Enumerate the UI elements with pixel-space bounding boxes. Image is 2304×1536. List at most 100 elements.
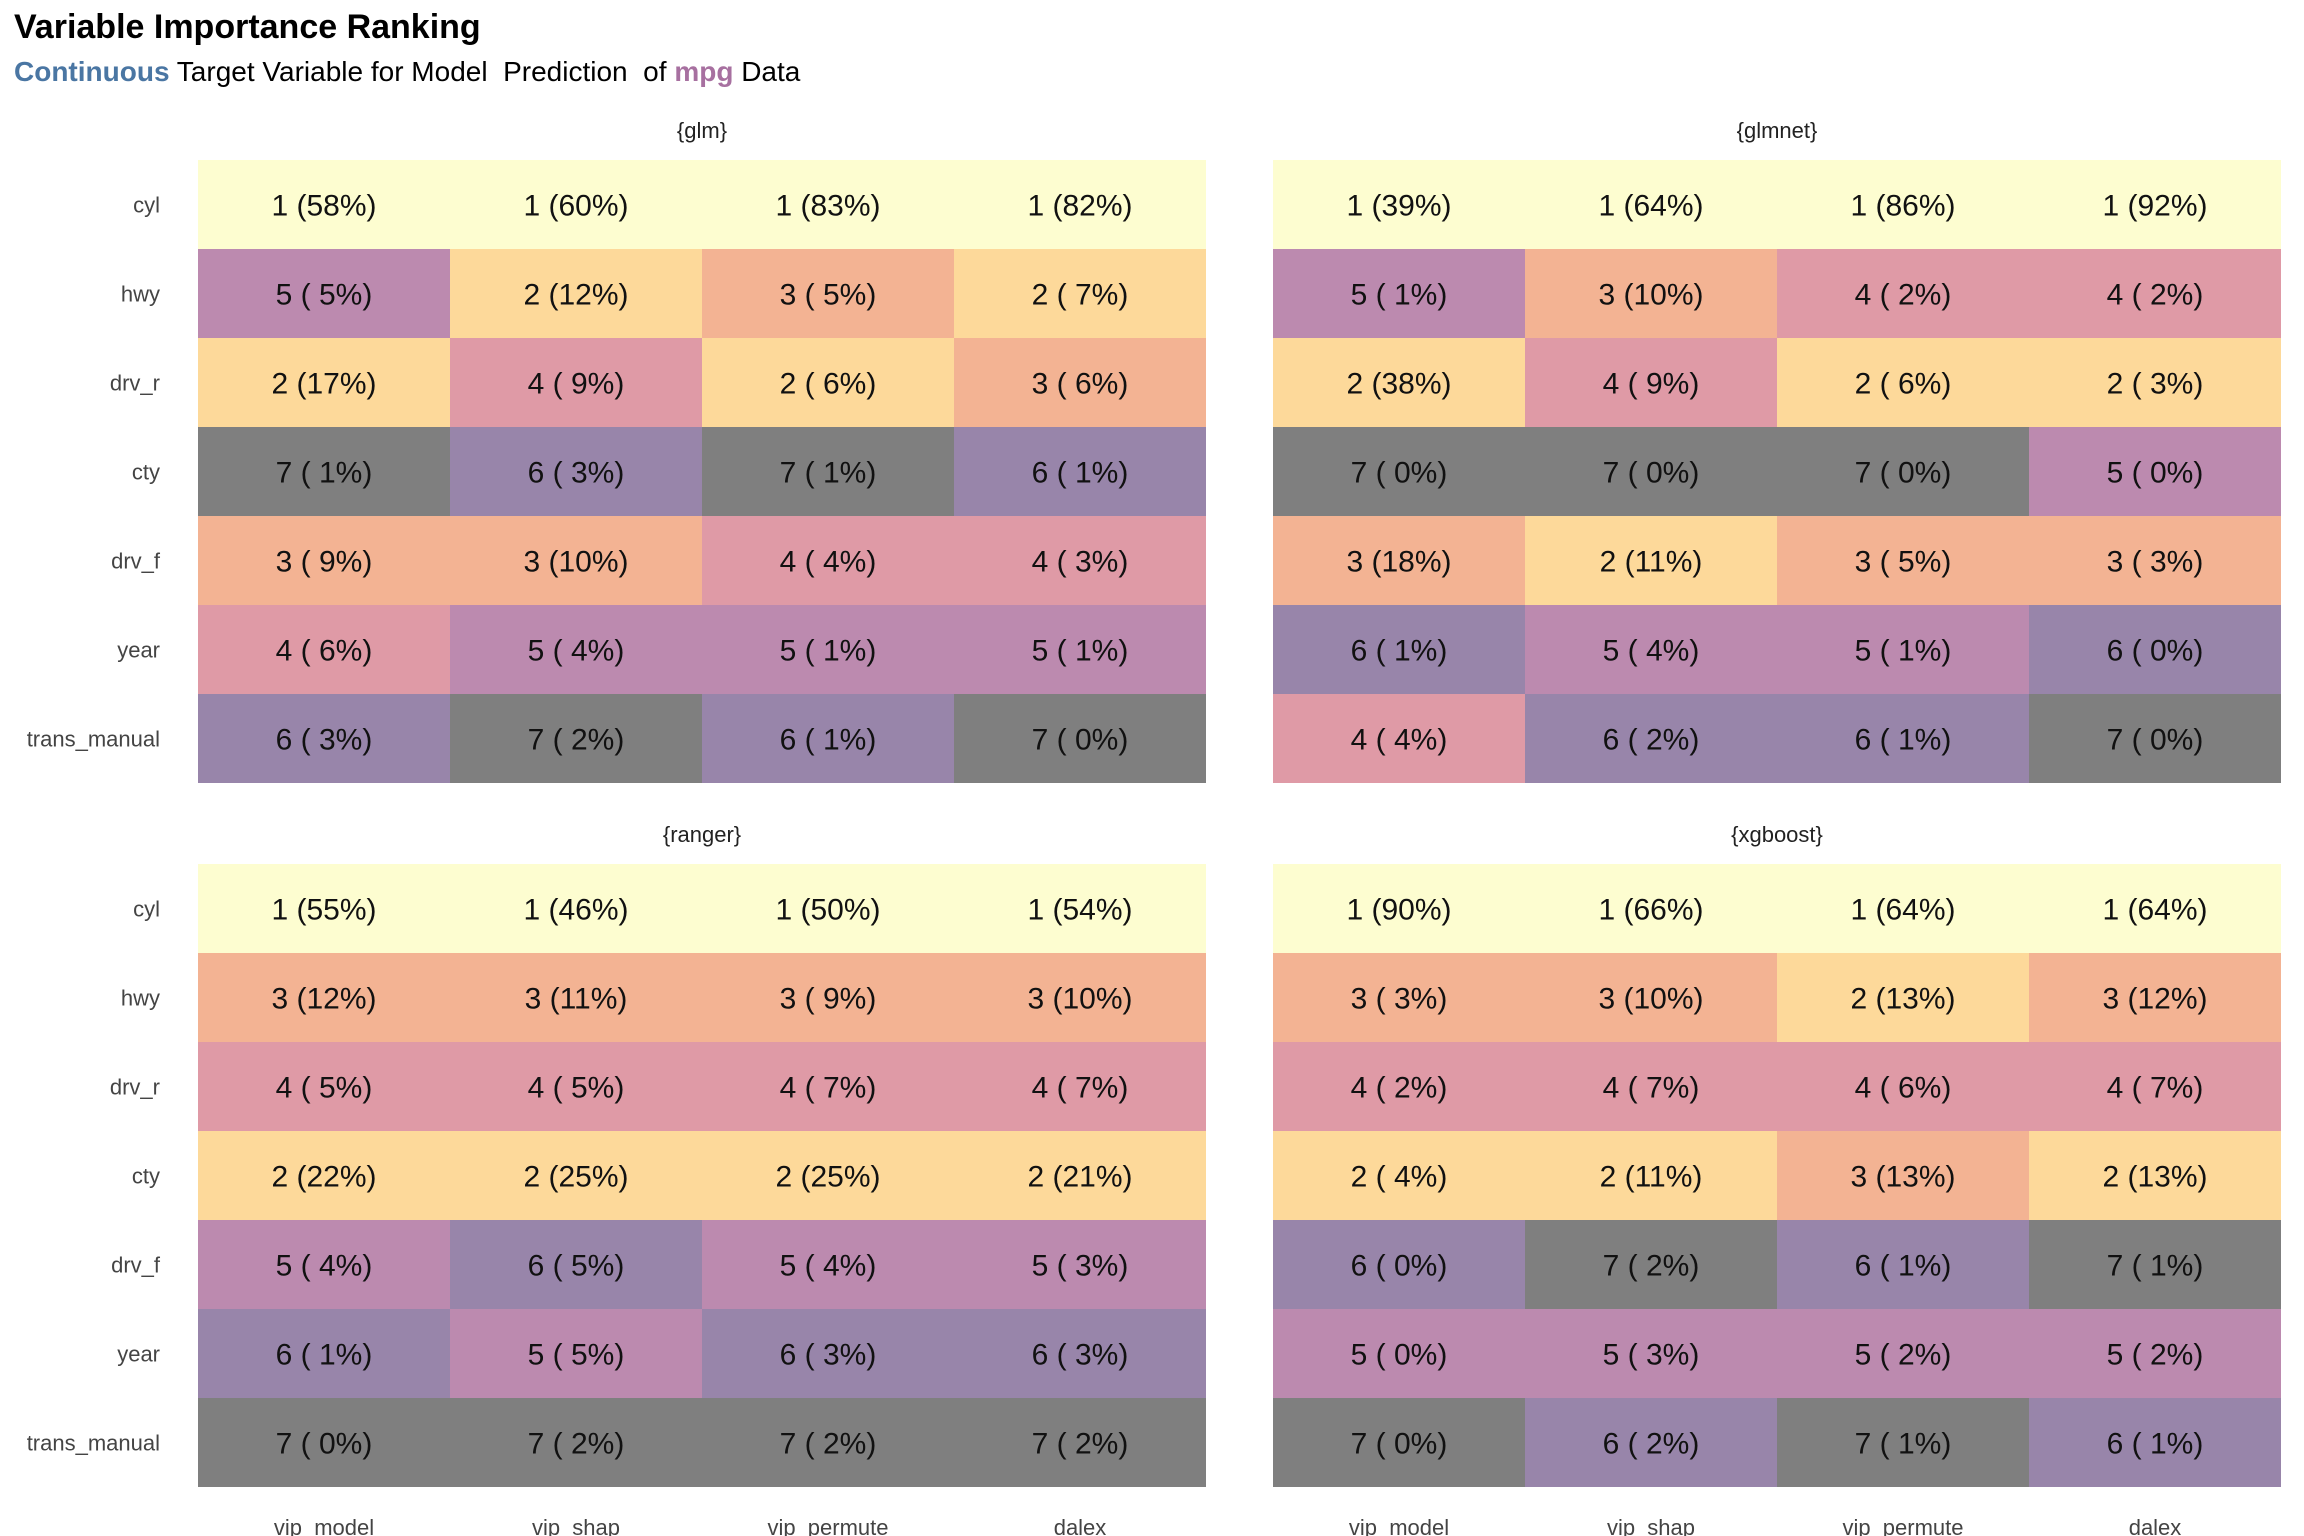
heatmap-cell: [702, 427, 954, 516]
cell-value-label: 6 ( 1%): [1855, 1250, 1952, 1283]
cell-value-label: 2 (13%): [2102, 1161, 2207, 1194]
heatmap-cell: [1777, 1220, 2029, 1309]
heatmap-cell: [1777, 864, 2029, 953]
heatmap-cell: [2029, 1309, 2281, 1398]
panel-strip-label: {xgboost}: [1731, 822, 1823, 847]
heatmap-cell: [198, 953, 450, 1042]
heatmap-cell: [2029, 516, 2281, 605]
heatmap-cell: [954, 160, 1206, 249]
heatmap-cell: [954, 1220, 1206, 1309]
heatmap-cell: [1273, 249, 1525, 338]
heatmap-cell: [198, 1131, 450, 1220]
cell-value-label: 3 (10%): [1598, 279, 1703, 312]
cell-value-label: 6 ( 3%): [1032, 1339, 1129, 1372]
heatmap-cell: [954, 1131, 1206, 1220]
cell-value-label: 4 ( 7%): [2107, 1072, 2204, 1105]
heatmap-cell: [2029, 1398, 2281, 1487]
heatmap-cell: [954, 1398, 1206, 1487]
heatmap-cell: [2029, 427, 2281, 516]
cell-value-label: 5 ( 1%): [1032, 635, 1129, 668]
heatmap-cell: [702, 1309, 954, 1398]
cell-value-label: 7 ( 0%): [276, 1428, 373, 1461]
cell-value-label: 3 ( 5%): [780, 279, 877, 312]
heatmap-cell: [1273, 1220, 1525, 1309]
cell-value-label: 3 (11%): [525, 983, 628, 1016]
heatmap-cell: [1273, 953, 1525, 1042]
heatmap-cell: [2029, 160, 2281, 249]
cell-value-label: 1 (60%): [523, 190, 628, 223]
heatmap-cell: [2029, 605, 2281, 694]
heatmap-cell: [450, 1042, 702, 1131]
cell-value-label: 4 ( 9%): [528, 368, 625, 401]
subtitle-text-end: Data: [733, 56, 801, 87]
cell-value-label: 2 (11%): [1600, 546, 1703, 579]
cell-value-label: 2 (11%): [1600, 1161, 1703, 1194]
heatmap-cell: [1525, 605, 1777, 694]
cell-value-label: 2 ( 7%): [1032, 279, 1129, 312]
cell-value-label: 5 ( 5%): [528, 1339, 625, 1372]
cell-value-label: 4 ( 4%): [780, 546, 877, 579]
heatmap-cell: [2029, 1131, 2281, 1220]
heatmap-cell: [954, 864, 1206, 953]
heatmap-cell: [2029, 1042, 2281, 1131]
cell-value-label: 7 ( 0%): [1855, 457, 1952, 490]
heatmap-cell: [198, 864, 450, 953]
heatmap-cell: [702, 338, 954, 427]
y-axis-tick-label: drv_f: [111, 549, 161, 574]
heatmap-cell: [450, 1131, 702, 1220]
heatmap-cell: [1777, 1131, 2029, 1220]
y-axis-tick-label: drv_f: [111, 1253, 161, 1278]
heatmap-cell: [2029, 338, 2281, 427]
cell-value-label: 5 ( 4%): [528, 635, 625, 668]
heatmap-cell: [954, 605, 1206, 694]
cell-value-label: 5 ( 1%): [780, 635, 877, 668]
heatmap-cell: [1777, 605, 2029, 694]
cell-value-label: 7 ( 1%): [276, 457, 373, 490]
cell-value-label: 6 ( 1%): [2107, 1428, 2204, 1461]
cell-value-label: 6 ( 3%): [780, 1339, 877, 1372]
cell-value-label: 6 ( 0%): [1351, 1250, 1448, 1283]
heatmap-cell: [702, 605, 954, 694]
cell-value-label: 4 ( 2%): [2107, 279, 2204, 312]
cell-value-label: 1 (90%): [1346, 894, 1451, 927]
heatmap-cell: [954, 249, 1206, 338]
heatmap-cell: [198, 516, 450, 605]
heatmap-cell: [1777, 427, 2029, 516]
cell-value-label: 7 ( 2%): [1032, 1428, 1129, 1461]
heatmap-cell: [702, 1398, 954, 1487]
y-axis-tick-label: trans_manual: [27, 1431, 160, 1456]
y-axis-tick-label: drv_r: [110, 1075, 160, 1100]
heatmap-cell: [1525, 516, 1777, 605]
cell-value-label: 3 ( 3%): [2107, 546, 2204, 579]
heatmap-cell: [1525, 1131, 1777, 1220]
cell-value-label: 4 ( 7%): [1603, 1072, 1700, 1105]
heatmap-cell: [450, 160, 702, 249]
cell-value-label: 6 ( 0%): [2107, 635, 2204, 668]
heatmap-cell: [1777, 249, 2029, 338]
cell-value-label: 5 ( 2%): [1855, 1339, 1952, 1372]
heatmap-cell: [198, 427, 450, 516]
cell-value-label: 3 ( 3%): [1351, 983, 1448, 1016]
heatmap-cell: [702, 249, 954, 338]
cell-value-label: 2 (25%): [523, 1161, 628, 1194]
cell-value-label: 1 (86%): [1850, 190, 1955, 223]
heatmap-cell: [198, 249, 450, 338]
heatmap-cell: [198, 605, 450, 694]
heatmap-cell: [702, 694, 954, 783]
cell-value-label: 3 ( 9%): [276, 546, 373, 579]
heatmap-cell: [450, 953, 702, 1042]
cell-value-label: 2 ( 4%): [1351, 1161, 1448, 1194]
cell-value-label: 1 (54%): [1027, 894, 1132, 927]
cell-value-label: 7 ( 1%): [2107, 1250, 2204, 1283]
heatmap-cell: [702, 516, 954, 605]
heatmap-cell: [198, 1309, 450, 1398]
cell-value-label: 7 ( 2%): [1603, 1250, 1700, 1283]
y-axis-tick-label: cyl: [133, 193, 160, 218]
x-axis-tick-label: vip_model: [1349, 1515, 1449, 1536]
y-axis-tick-label: cty: [132, 460, 160, 485]
cell-value-label: 2 (13%): [1850, 983, 1955, 1016]
heatmap-cell: [2029, 1220, 2281, 1309]
cell-value-label: 3 (13%): [1850, 1161, 1955, 1194]
cell-value-label: 1 (58%): [271, 190, 376, 223]
